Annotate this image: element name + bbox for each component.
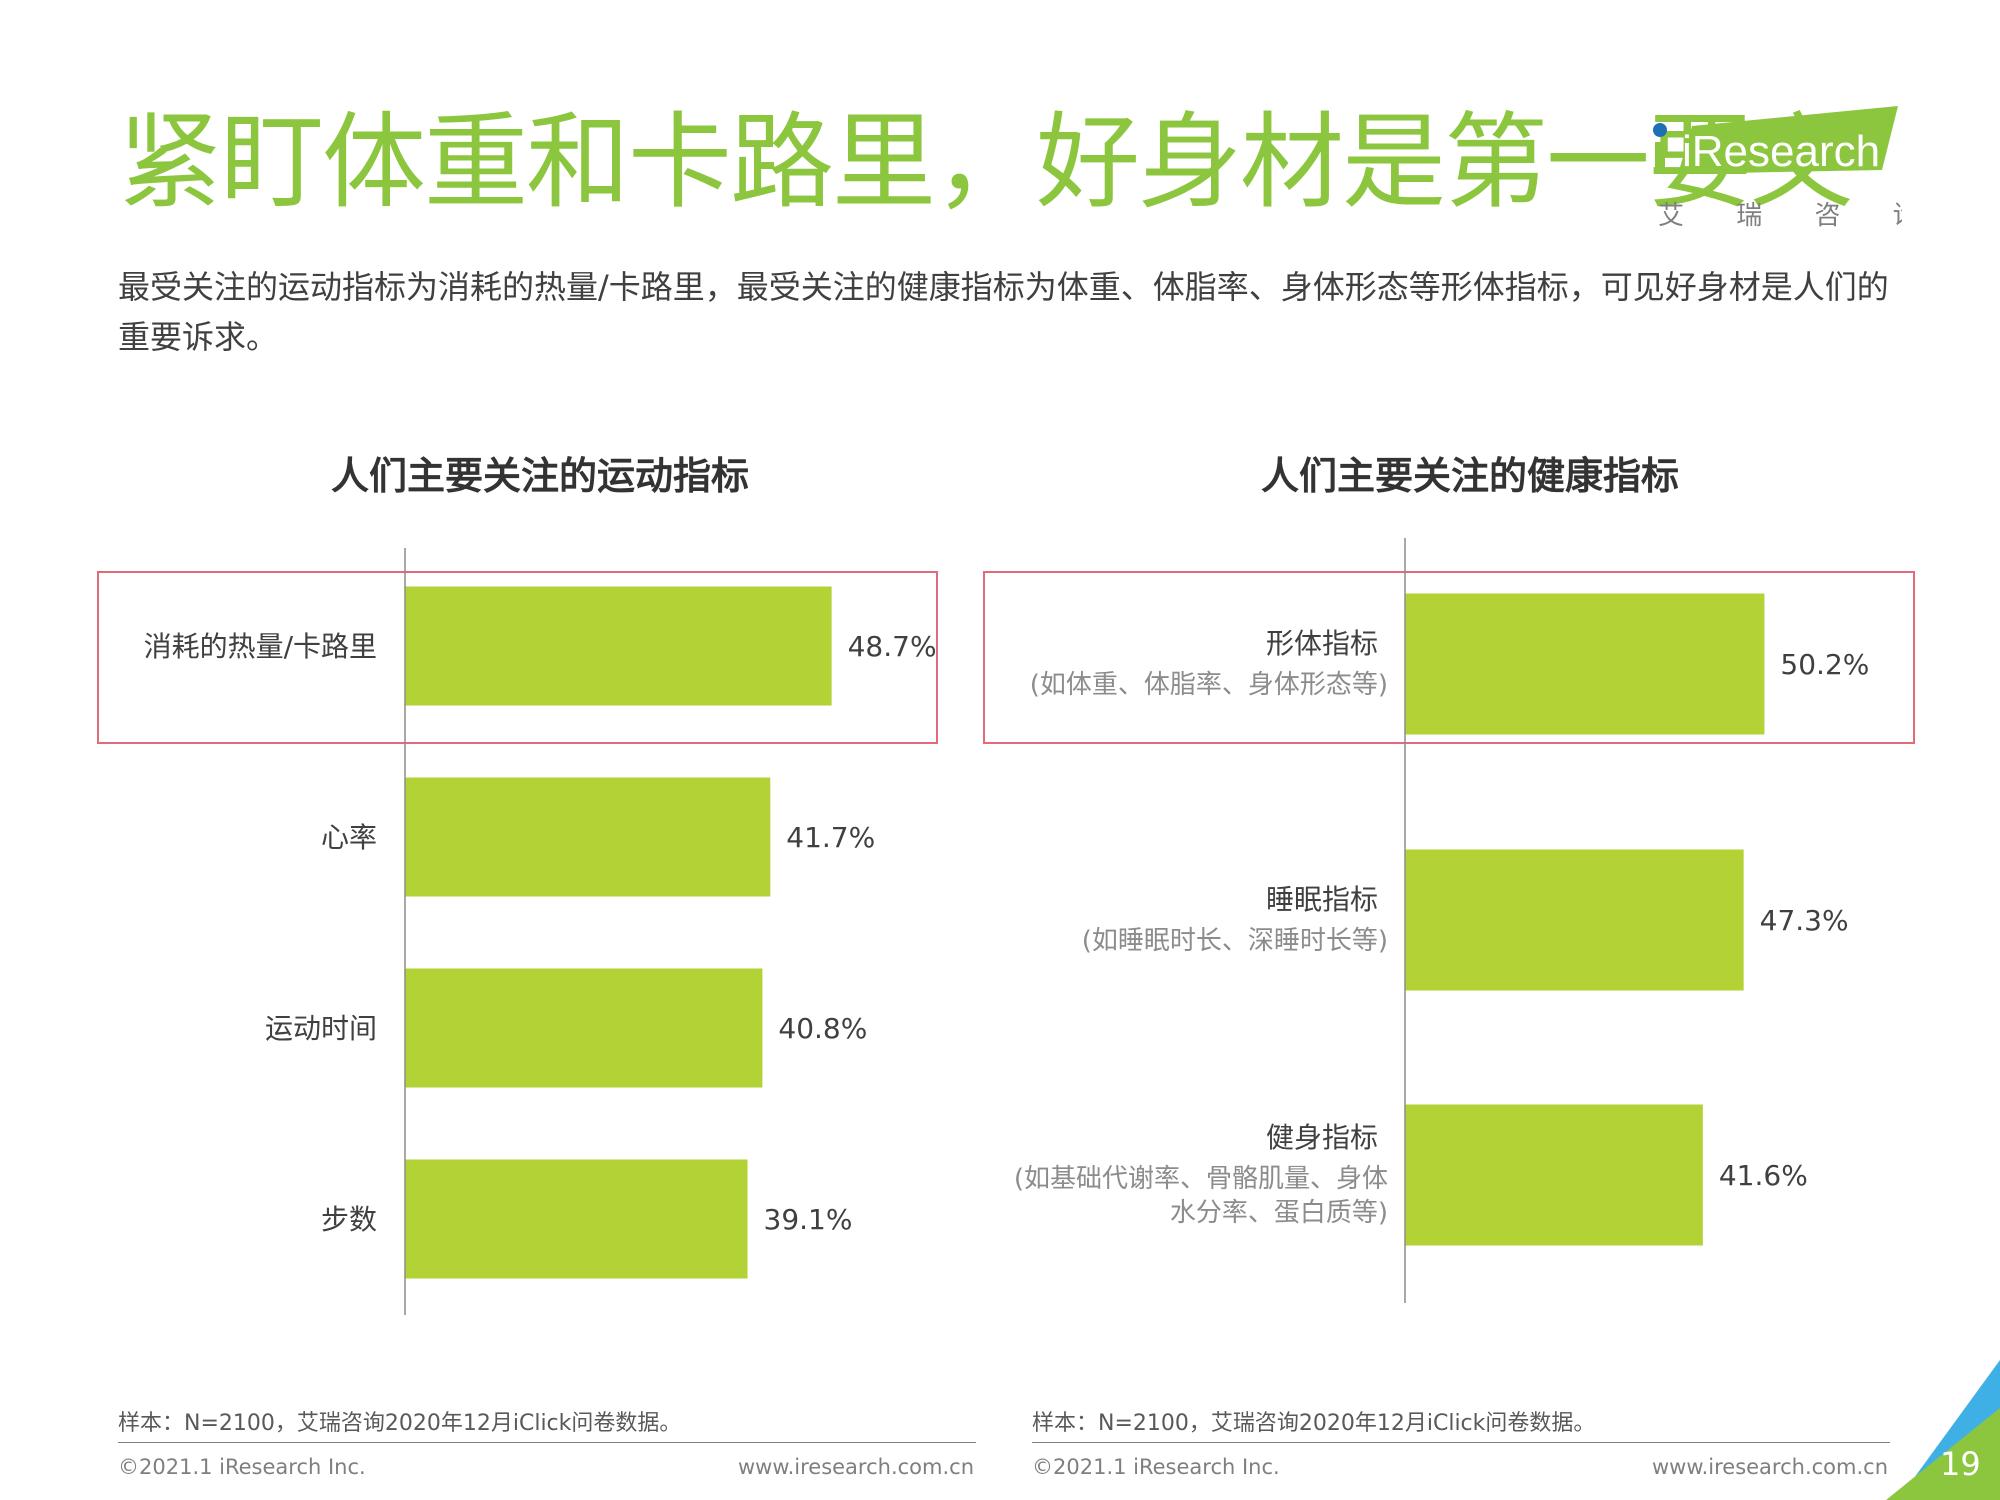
right-category-note-2-0: (如基础代谢率、骨骼肌量、身体 — [1014, 1164, 1388, 1194]
right-category-label-0: 形体指标 — [1266, 627, 1378, 660]
left-highlight-box — [97, 571, 938, 744]
right-bar-1 — [1405, 849, 1744, 991]
iresearch-logo: iResearch 艾 瑞 咨 询 — [1653, 106, 1902, 231]
left-value-label-1: 41.7% — [786, 821, 875, 854]
left-copyright: ©2021.1 iResearch Inc. — [118, 1455, 366, 1479]
right-footer-divider — [1032, 1442, 1890, 1443]
right-value-label-1: 47.3% — [1760, 904, 1849, 937]
logo-dot — [1653, 123, 1667, 137]
right-sample-note: 样本：N=2100，艾瑞咨询2020年12月iClick问卷数据。 — [1032, 1411, 1596, 1436]
page-number: 19 — [1940, 1445, 1981, 1483]
right-category-note-2-1: 水分率、蛋白质等) — [1170, 1198, 1388, 1228]
left-bar-1 — [405, 777, 771, 897]
right-value-label-0: 50.2% — [1780, 648, 1869, 681]
right-bar-2 — [1405, 1104, 1703, 1246]
logo-banner — [1678, 106, 1898, 174]
left-bar-2 — [405, 968, 763, 1088]
logo-cn: 艾 瑞 咨 询 — [1658, 201, 1902, 231]
page-subtitle: 最受关注的运动指标为消耗的热量/卡路里，最受关注的健康指标为体重、体脂率、身体形… — [118, 268, 1889, 356]
right-category-note-0-0: (如体重、体脂率、身体形态等) — [1030, 670, 1388, 700]
left-sample-note: 样本：N=2100，艾瑞咨询2020年12月iClick问卷数据。 — [118, 1411, 682, 1436]
right-chart-title: 人们主要关注的健康指标 — [1260, 454, 1679, 498]
right-website-link[interactable]: www.iresearch.com.cn — [1652, 1455, 1889, 1479]
right-copyright: ©2021.1 iResearch Inc. — [1032, 1455, 1280, 1479]
right-value-label-2: 41.6% — [1719, 1159, 1808, 1192]
left-value-label-3: 39.1% — [764, 1203, 853, 1236]
right-category-label-1: 睡眠指标 — [1266, 883, 1378, 916]
right-category-label-2: 健身指标 — [1266, 1121, 1378, 1154]
corner-decoration — [1886, 1360, 2000, 1500]
right-highlight-box — [983, 571, 1915, 744]
logo-i-stem — [1655, 142, 1665, 170]
left-bar-0 — [405, 586, 832, 706]
page-title: 紧盯体重和卡路里，好身材是第一要义 — [118, 101, 1854, 223]
right-category-note-1-0: (如睡眠时长、深睡时长等) — [1082, 926, 1388, 956]
left-chart-title: 人们主要关注的运动指标 — [330, 454, 749, 498]
left-category-label-2: 运动时间 — [265, 1012, 377, 1045]
logo-wordmark: iResearch — [1682, 127, 1880, 176]
left-category-label-0: 消耗的热量/卡路里 — [144, 630, 377, 663]
left-footer-divider — [118, 1442, 976, 1443]
left-category-label-3: 步数 — [321, 1203, 377, 1236]
left-bar-3 — [405, 1159, 748, 1279]
left-category-label-1: 心率 — [321, 821, 377, 854]
left-website-link[interactable]: www.iresearch.com.cn — [738, 1455, 975, 1479]
corner-green — [1886, 1408, 2000, 1500]
bar-charts: 48.7% 消耗的热量/卡路里 41.7% 心率 40.8% 运动时间 39.1% 步数 50.… — [97, 538, 1915, 1315]
left-value-label-2: 40.8% — [778, 1012, 867, 1045]
right-bar-0 — [1405, 593, 1765, 735]
left-value-label-0: 48.7% — [848, 630, 937, 663]
